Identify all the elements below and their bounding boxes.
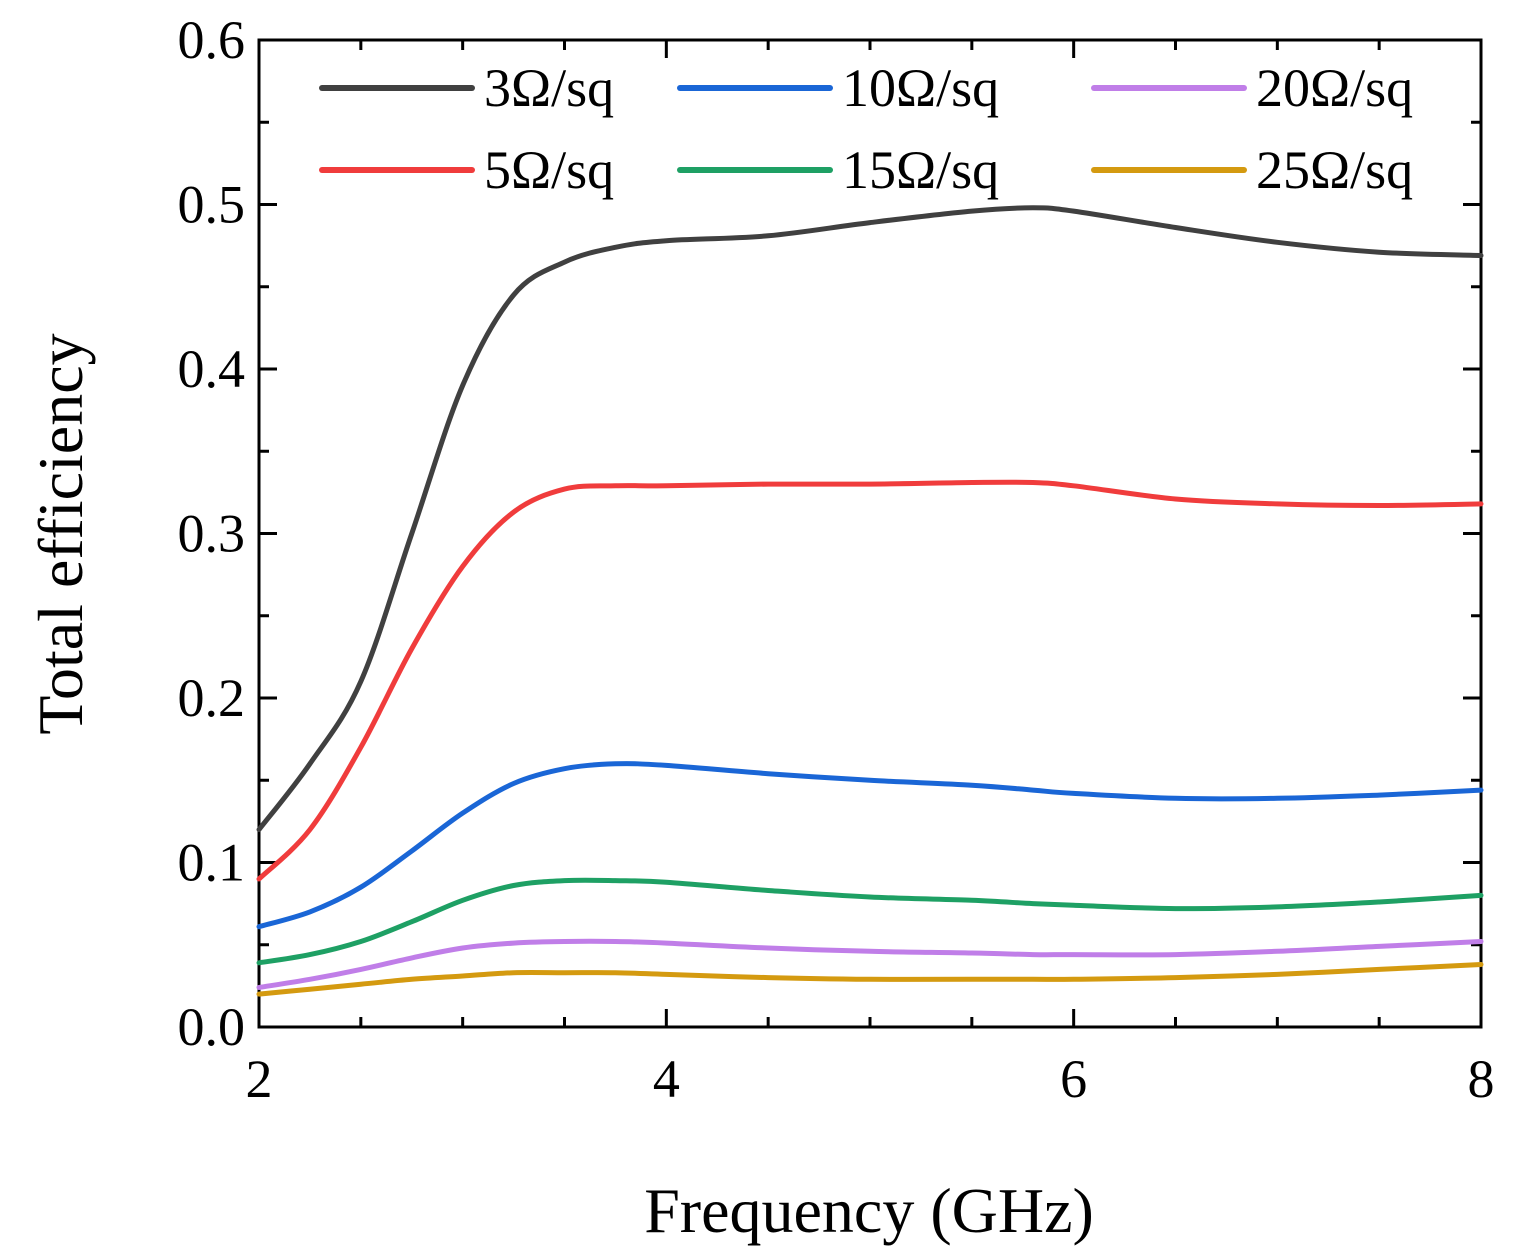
legend-entry: 10Ω/sq	[677, 58, 999, 118]
legend-label: 20Ω/sq	[1256, 58, 1413, 118]
y-tick-label: 0.0	[178, 997, 246, 1057]
legend-label: 15Ω/sq	[842, 140, 999, 200]
series-line-2	[256, 479, 1484, 882]
series-line-4	[256, 877, 1484, 966]
plot-area: 2 4 6 8 0.0 0.1 0.2 0.3 0.4 0.5 0.6	[178, 10, 1495, 1109]
legend-label: 10Ω/sq	[842, 58, 999, 118]
y-tick-label: 0.2	[178, 668, 246, 728]
x-tick-label: 2	[246, 1049, 273, 1109]
legend: 3Ω/sq 5Ω/sq 10Ω/sq 15Ω/sq 20Ω/sq 25Ω/sq	[319, 58, 1413, 200]
y-tick-label: 0.5	[178, 175, 246, 235]
y-tick-label: 0.6	[178, 10, 246, 70]
y-tick-label: 0.4	[178, 339, 246, 399]
y-axis-title: Total efficiency	[25, 333, 96, 734]
series-layer	[256, 205, 1484, 997]
legend-label: 25Ω/sq	[1256, 140, 1413, 200]
legend-entry: 25Ω/sq	[1091, 140, 1413, 200]
x-tick-label: 6	[1060, 1049, 1087, 1109]
legend-entry: 3Ω/sq	[319, 58, 614, 118]
series-line-6	[256, 962, 1484, 997]
y-tick-label: 0.3	[178, 504, 246, 564]
x-axis-title: Frequency (GHz)	[644, 1175, 1094, 1246]
legend-entry: 5Ω/sq	[319, 140, 614, 200]
legend-label: 3Ω/sq	[484, 58, 614, 118]
legend-entry: 15Ω/sq	[677, 140, 999, 200]
x-tick-label: 4	[653, 1049, 680, 1109]
legend-label: 5Ω/sq	[484, 140, 614, 200]
series-line-1	[256, 205, 1484, 833]
series-line-5	[256, 938, 1484, 990]
series-line-3	[256, 761, 1484, 930]
legend-entry: 20Ω/sq	[1091, 58, 1413, 118]
x-tick-label: 8	[1468, 1049, 1495, 1109]
y-tick-label: 0.1	[178, 833, 246, 893]
